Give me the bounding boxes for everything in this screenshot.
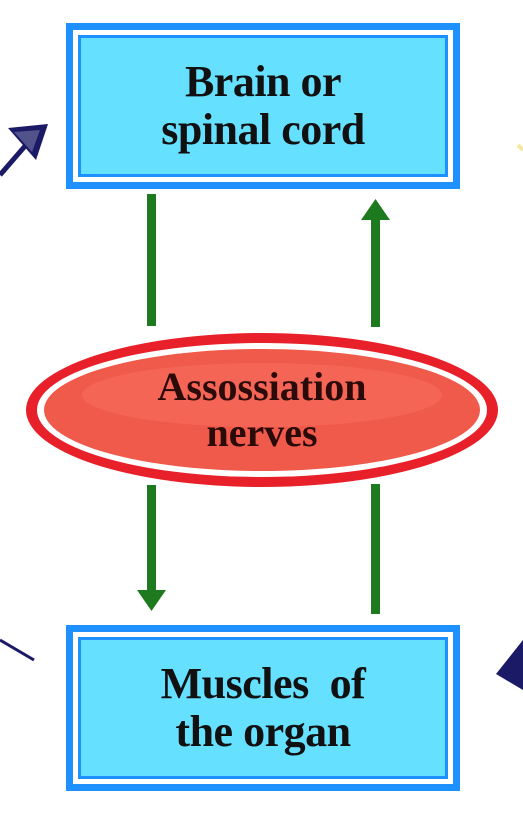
arrow-left-up <box>0 124 48 177</box>
association-nerves-line1: Assossiation <box>157 364 367 409</box>
muscles-organ-box-inner: Muscles of the organ <box>78 637 448 779</box>
muscles-organ-line2: the organ <box>175 707 351 756</box>
brain-spinal-cord-box-inner: Brain or spinal cord <box>78 35 448 177</box>
muscles-organ-box: Muscles of the organ <box>66 625 460 791</box>
brain-spinal-cord-line2: spinal cord <box>161 105 365 154</box>
arrow-right-up <box>516 143 523 152</box>
association-nerves-line2: nerves <box>206 410 318 455</box>
brain-spinal-cord-box: Brain or spinal cord <box>66 23 460 189</box>
arrow-down-brain-to-muscles <box>137 194 166 611</box>
brain-spinal-cord-line1: Brain or <box>184 57 342 107</box>
association-nerves-oval <box>26 333 498 487</box>
arrow-up-muscles-to-brain <box>361 199 390 614</box>
association-nerves-label: Assossiation nerves <box>96 340 428 480</box>
muscles-organ-line1: Muscles of <box>160 659 366 709</box>
arrow-right-down <box>496 640 523 690</box>
arrow-left-down <box>0 638 35 662</box>
